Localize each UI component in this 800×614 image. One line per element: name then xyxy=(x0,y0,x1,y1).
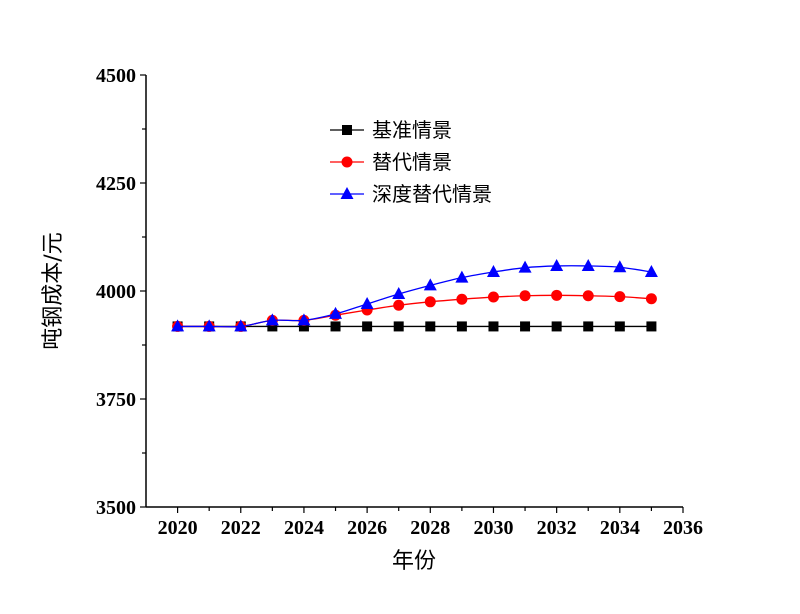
data-point xyxy=(581,258,595,271)
x-tick-label: 2026 xyxy=(347,517,387,539)
y-tick-label: 4250 xyxy=(96,173,136,195)
y-tick-label: 3500 xyxy=(96,497,136,519)
data-point xyxy=(234,319,248,332)
data-point xyxy=(614,321,625,332)
data-point xyxy=(520,321,531,332)
legend-marker xyxy=(341,156,353,168)
data-point xyxy=(265,313,279,326)
data-point xyxy=(362,321,373,332)
data-point xyxy=(456,321,467,332)
data-point xyxy=(645,293,657,305)
data-point xyxy=(582,290,594,302)
x-tick-label: 2034 xyxy=(600,517,640,539)
x-tick-label: 2022 xyxy=(221,517,261,539)
data-point xyxy=(393,299,405,311)
data-point xyxy=(202,319,216,332)
data-point xyxy=(644,264,658,277)
data-point xyxy=(486,264,500,277)
legend-marker xyxy=(342,125,352,135)
data-point xyxy=(455,270,469,283)
series-1 xyxy=(172,321,657,332)
series-line xyxy=(177,265,652,328)
legend-label: 基准情景 xyxy=(372,118,452,142)
data-point xyxy=(519,290,531,302)
data-point xyxy=(550,258,564,271)
data-point xyxy=(614,291,626,303)
data-point xyxy=(360,296,374,309)
data-point xyxy=(424,296,436,308)
series-line xyxy=(177,294,652,328)
data-point xyxy=(423,278,437,291)
y-tick-label: 3750 xyxy=(96,389,136,411)
legend-label: 替代情景 xyxy=(372,150,452,174)
data-point xyxy=(297,313,311,326)
data-point xyxy=(330,321,341,332)
data-point xyxy=(551,321,562,332)
x-tick-label: 2020 xyxy=(158,517,198,539)
data-point xyxy=(171,319,185,332)
y-axis-title: 吨钢成本/元 xyxy=(41,232,66,349)
x-tick-label: 2032 xyxy=(537,517,577,539)
x-axis-title: 年份 xyxy=(392,549,436,574)
x-tick-label: 2024 xyxy=(284,517,324,539)
data-point xyxy=(329,306,343,319)
data-point xyxy=(298,321,309,332)
data-point xyxy=(456,293,468,305)
data-point xyxy=(392,287,406,300)
y-tick-label: 4500 xyxy=(96,65,136,87)
x-tick-label: 2030 xyxy=(473,517,513,539)
data-point xyxy=(583,321,594,332)
x-tick-label: 2028 xyxy=(410,517,450,539)
axes: 3500 3750 4000 4250 4500 2020 2022 2024 2026 2028… xyxy=(96,65,703,539)
data-point xyxy=(518,260,532,273)
x-tick-label: 2036 xyxy=(663,517,703,539)
data-point xyxy=(487,291,499,303)
y-tick-label: 4000 xyxy=(96,281,136,303)
data-point xyxy=(267,321,278,332)
data-point xyxy=(551,289,563,301)
series-layer xyxy=(171,258,658,332)
data-point xyxy=(613,260,627,273)
legend-label: 深度替代情景 xyxy=(372,182,492,206)
legend-marker xyxy=(340,187,354,199)
data-point xyxy=(425,321,436,332)
data-point xyxy=(488,321,499,332)
series-3 xyxy=(171,258,658,332)
data-point xyxy=(646,321,657,332)
data-point xyxy=(393,321,404,332)
